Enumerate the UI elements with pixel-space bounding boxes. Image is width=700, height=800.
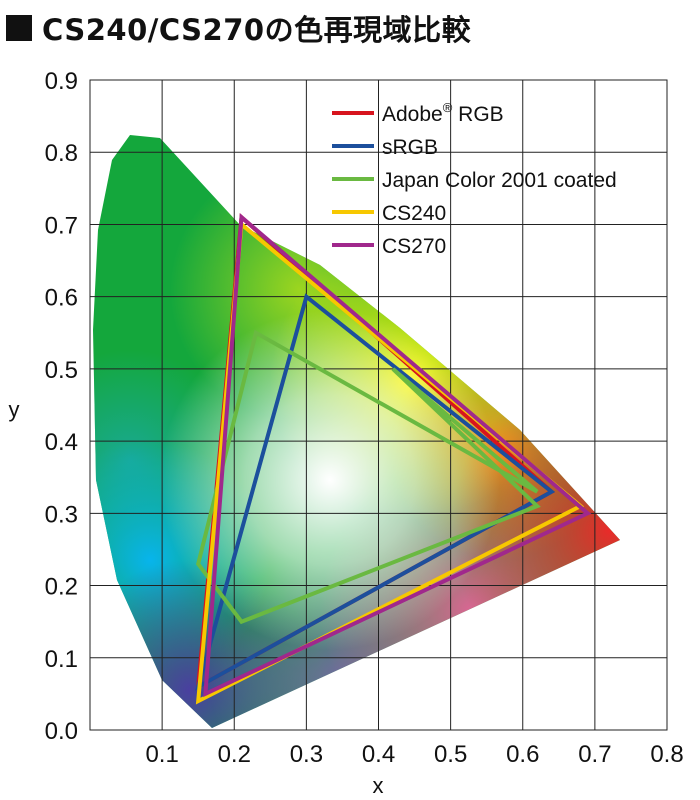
- plot-frame: [89, 79, 668, 731]
- series-japan-color-2001-coated: [196, 329, 541, 625]
- chart-title: CS240/CS270の色再現域比較: [6, 8, 471, 48]
- x-tick-label: 0.3: [290, 741, 323, 768]
- y-tick-label: 0.5: [45, 357, 78, 384]
- series-layer: [195, 213, 592, 705]
- chart-title-text: CS240/CS270の色再現域比較: [42, 13, 472, 47]
- x-tick-label: 0.5: [434, 741, 467, 768]
- y-tick-label: 0.6: [45, 285, 78, 312]
- x-tick-label: 0.1: [145, 741, 178, 768]
- series-cs270: [203, 213, 592, 698]
- y-tick-label: 0.2: [45, 574, 78, 601]
- x-tick-label: 0.2: [218, 741, 251, 768]
- legend-label: CS240: [382, 202, 446, 225]
- y-tick-label: 0.8: [45, 140, 78, 167]
- y-axis-label: y: [9, 397, 20, 422]
- y-tick-label: 0.7: [45, 212, 78, 239]
- legend-label: sRGB: [382, 136, 438, 159]
- y-tick-label: 0.3: [45, 501, 78, 528]
- y-tick-label: 0.1: [45, 646, 78, 673]
- x-tick-label: 0.6: [506, 741, 539, 768]
- series-srgb: [195, 293, 556, 691]
- y-tick-label: 0.9: [45, 68, 78, 95]
- legend-label: Adobe® RGB: [382, 100, 504, 126]
- x-tick-label: 0.7: [578, 741, 611, 768]
- legend-label: Japan Color 2001 coated: [382, 169, 617, 192]
- y-tick-label: 0.0: [45, 718, 78, 745]
- x-tick-label: 0.4: [362, 741, 395, 768]
- legend-label: CS270: [382, 235, 446, 258]
- y-tick-label: 0.4: [45, 429, 78, 456]
- legend: Adobe® RGB sRGB Japan Color 2001 coated CS2…: [332, 100, 617, 258]
- x-axis-label: x: [373, 773, 384, 798]
- x-tick-label: 0.8: [650, 741, 683, 768]
- tick-labels: 0.1 0.2 0.3 0.4 0.5 0.6 0.7 0.8 0.0 0.1 0.2 0.3 0.4 0…: [45, 68, 684, 768]
- title-square-icon: [6, 15, 32, 41]
- series-cs240: [195, 220, 585, 705]
